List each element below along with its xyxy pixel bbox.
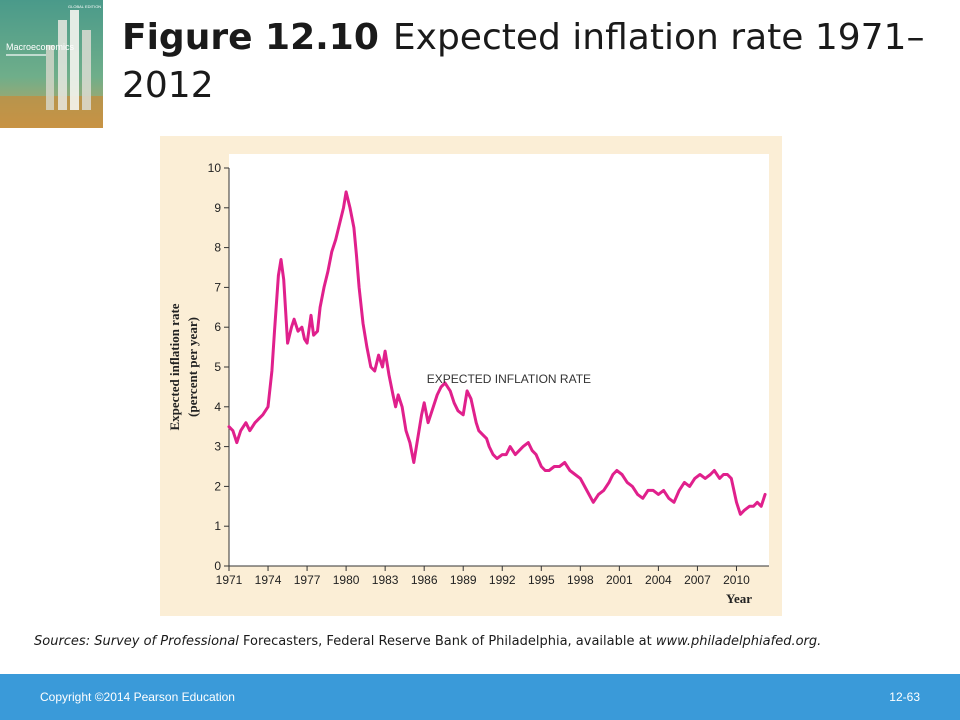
y-tick-label: 9 (214, 201, 221, 215)
series-annotation: EXPECTED INFLATION RATE (427, 372, 591, 386)
x-tick-label: 2007 (684, 573, 711, 587)
x-axis-label: Year (726, 591, 752, 606)
x-tick-label: 1998 (567, 573, 594, 587)
footer-page-number: 12-63 (889, 690, 920, 704)
expected-inflation-line (227, 190, 767, 516)
x-tick-label: 1971 (216, 573, 243, 587)
chart-svg: 0 1 2 3 4 5 6 7 8 9 10 1971 1974 1977 1980 1983 1986 198… (167, 154, 769, 606)
sources-italic: Survey of Professional (94, 634, 239, 649)
footer-bar: Copyright ©2014 Pearson Education 12-63 (0, 674, 960, 720)
y-axis-label-line1: Expected inflation rate (167, 303, 182, 430)
y-tick-label: 0 (214, 559, 221, 573)
y-tick-label: 2 (214, 479, 221, 493)
book-cover-title: Macroeconomics (6, 42, 75, 52)
x-ticks: 1971 1974 1977 1980 1983 1986 1989 1992 1995 1998… (216, 566, 750, 587)
y-tick-label: 5 (214, 360, 221, 374)
y-tick-label: 3 (214, 440, 221, 454)
x-tick-label: 1992 (489, 573, 516, 587)
y-axis-label-line2: (percent per year) (185, 317, 200, 417)
plot-area (229, 154, 769, 566)
slide-title: Figure 12.10 Expected inflation rate 1971… (122, 14, 942, 110)
x-tick-label: 1977 (294, 573, 321, 587)
y-tick-label: 7 (214, 280, 221, 294)
sources-text: Forecasters, Federal Reserve Bank of Phi… (238, 634, 656, 649)
y-tick-label: 6 (214, 320, 221, 334)
figure-title: Expected inflation rate 1971–2012 (122, 17, 925, 106)
y-tick-label: 1 (214, 519, 221, 533)
x-tick-label: 1986 (411, 573, 438, 587)
figure-number: Figure 12.10 (122, 17, 379, 58)
x-tick-label: 2001 (606, 573, 633, 587)
x-tick-label: 2004 (645, 573, 672, 587)
book-cover-edition: GLOBAL EDITION (68, 4, 101, 9)
x-tick-label: 1995 (528, 573, 555, 587)
y-tick-label: 8 (214, 241, 221, 255)
sources-prefix: Sources: (34, 634, 95, 649)
x-tick-label: 1989 (450, 573, 477, 587)
y-tick-label: 10 (208, 161, 222, 175)
footer-copyright: Copyright ©2014 Pearson Education (40, 690, 235, 704)
x-tick-label: 1980 (333, 573, 360, 587)
x-tick-label: 1983 (372, 573, 399, 587)
x-tick-label: 2010 (723, 573, 750, 587)
book-cover-image: Macroeconomics GLOBAL EDITION (0, 0, 103, 128)
sources-url: www.philadelphiafed.org. (655, 634, 822, 649)
sources-note: Sources: Survey of Professional Forecast… (34, 634, 944, 649)
chart-panel: 0 1 2 3 4 5 6 7 8 9 10 1971 1974 1977 1980 1983 1986 198… (160, 136, 782, 616)
x-tick-label: 1974 (255, 573, 282, 587)
y-tick-label: 4 (214, 400, 221, 414)
y-ticks: 0 1 2 3 4 5 6 7 8 9 10 (208, 161, 229, 573)
